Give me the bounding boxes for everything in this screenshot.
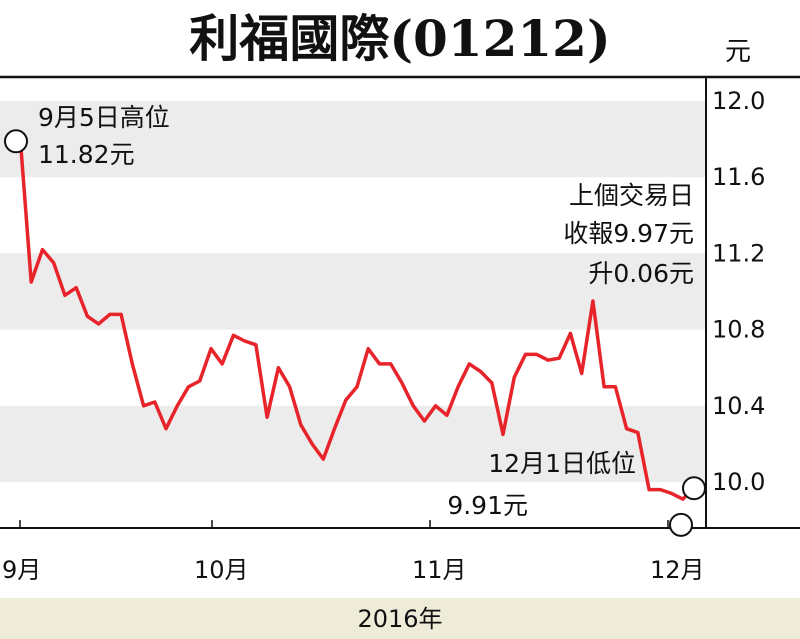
- y-tick-label: 12.0: [712, 87, 765, 115]
- price-point: [265, 415, 269, 419]
- price-point: [288, 385, 292, 389]
- price-point: [187, 385, 190, 389]
- price-point: [377, 362, 381, 366]
- last-close-annotation-line1: 上個交易日: [569, 181, 694, 210]
- price-point: [479, 370, 483, 374]
- price-point: [254, 343, 258, 347]
- x-tick-label: 11月: [412, 556, 467, 584]
- price-point: [524, 352, 527, 356]
- price-point: [568, 331, 572, 335]
- price-point: [243, 339, 247, 343]
- last-close-marker: [682, 476, 706, 501]
- price-point: [546, 358, 550, 362]
- price-point: [276, 366, 280, 370]
- price-point: [535, 352, 539, 356]
- price-point: [467, 362, 471, 366]
- high-annotation-label: 9月5日高位: [38, 103, 170, 132]
- price-point: [658, 488, 662, 492]
- y-tick-label: 11.2: [712, 239, 765, 267]
- price-point: [119, 312, 123, 316]
- high-marker: [4, 129, 28, 154]
- price-point: [130, 362, 134, 366]
- price-point: [209, 347, 213, 351]
- price-point: [175, 404, 179, 408]
- price-point: [321, 457, 325, 461]
- price-point: [40, 248, 44, 252]
- price-point: [625, 427, 629, 431]
- price-point: [97, 322, 101, 326]
- grid-band-0: [0, 101, 706, 178]
- price-point: [389, 362, 393, 366]
- x-axis-ticks: 9月 10月 11月 12月: [2, 520, 705, 584]
- price-point: [456, 385, 460, 389]
- price-point: [445, 413, 449, 417]
- low-marker: [669, 512, 693, 537]
- price-point: [434, 404, 438, 408]
- price-point: [198, 379, 202, 383]
- price-point: [681, 497, 685, 501]
- price-point: [557, 356, 561, 360]
- price-point: [220, 362, 224, 366]
- y-tick-label: 10.4: [712, 392, 765, 420]
- chart-title: 利福國際(01212): [189, 9, 610, 68]
- footer-band: [0, 598, 800, 639]
- price-point: [153, 400, 157, 404]
- y-tick-label: 10.8: [712, 316, 765, 344]
- price-point: [142, 404, 146, 408]
- price-point: [310, 442, 314, 446]
- x-tick-label: 10月: [194, 556, 249, 584]
- price-point: [670, 491, 674, 495]
- price-point: [299, 423, 303, 427]
- price-point: [411, 404, 415, 408]
- price-point: [29, 280, 33, 284]
- low-annotation-label: 12月1日低位: [488, 449, 636, 478]
- price-point: [344, 398, 348, 402]
- last-close-annotation-line2: 收報9.97元: [563, 219, 694, 248]
- price-point: [355, 385, 359, 389]
- price-point: [74, 286, 78, 290]
- grid-bands: [0, 101, 706, 482]
- price-point: [85, 314, 89, 318]
- price-point: [422, 419, 426, 423]
- price-point: [490, 381, 494, 385]
- x-tick-label: 9月: [2, 556, 41, 584]
- last-close-annotation-line3: 升0.06元: [588, 259, 694, 288]
- price-point: [636, 430, 640, 434]
- price-point: [602, 385, 606, 389]
- price-point: [400, 381, 404, 385]
- price-point: [108, 312, 112, 316]
- y-tick-label: 10.0: [712, 468, 765, 496]
- price-point: [512, 375, 516, 379]
- price-point: [366, 347, 370, 351]
- high-annotation-value: 11.82元: [38, 140, 135, 169]
- price-point: [580, 371, 584, 375]
- grid-band-2: [0, 405, 706, 482]
- price-point: [647, 488, 651, 492]
- grid-band-1: [0, 253, 706, 330]
- price-points: [18, 133, 696, 501]
- price-point: [591, 299, 595, 303]
- x-axis-label: 2016年: [357, 605, 442, 633]
- price-point: [231, 333, 235, 337]
- price-point: [164, 427, 168, 431]
- x-tick-label: 12月: [650, 556, 705, 584]
- low-annotation-value: 9.91元: [447, 491, 528, 520]
- price-point: [63, 293, 67, 297]
- price-point: [52, 261, 56, 265]
- price-point: [333, 427, 337, 431]
- price-point: [501, 432, 505, 436]
- y-unit-label: 元: [725, 37, 751, 67]
- y-tick-label: 11.6: [712, 163, 765, 191]
- y-axis-ticks: 12.0 11.6 11.2 10.8 10.4 10.0: [712, 87, 765, 496]
- price-point: [613, 385, 617, 389]
